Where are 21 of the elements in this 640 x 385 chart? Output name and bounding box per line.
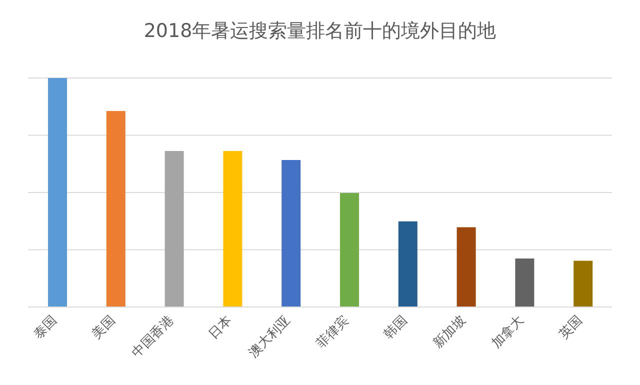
bar bbox=[48, 78, 67, 307]
x-tick-label: 加拿大 bbox=[489, 313, 528, 352]
chart-title: 2018年暑运搜索量排名前十的境外目的地 bbox=[142, 19, 498, 44]
x-tick-label: 新加坡 bbox=[430, 313, 469, 352]
x-tick-label: 泰国 bbox=[31, 313, 60, 342]
x-tick-label: 美国 bbox=[88, 312, 118, 342]
bar bbox=[456, 227, 476, 307]
bar bbox=[398, 221, 418, 307]
x-tick-label: 日本 bbox=[206, 313, 236, 342]
bar bbox=[164, 151, 184, 307]
bar bbox=[340, 192, 359, 307]
bar bbox=[223, 151, 242, 307]
bar bbox=[282, 160, 301, 307]
x-tick-label: 英国 bbox=[556, 313, 586, 342]
bar bbox=[106, 110, 126, 307]
bar bbox=[515, 258, 534, 307]
x-tick-label: 中国香港 bbox=[129, 313, 177, 361]
bar bbox=[574, 260, 593, 307]
x-tick-label: 韩国 bbox=[381, 313, 410, 342]
x-tick-label: 澳大利亚 bbox=[246, 313, 294, 361]
x-tick-label: 菲律宾 bbox=[313, 312, 352, 352]
